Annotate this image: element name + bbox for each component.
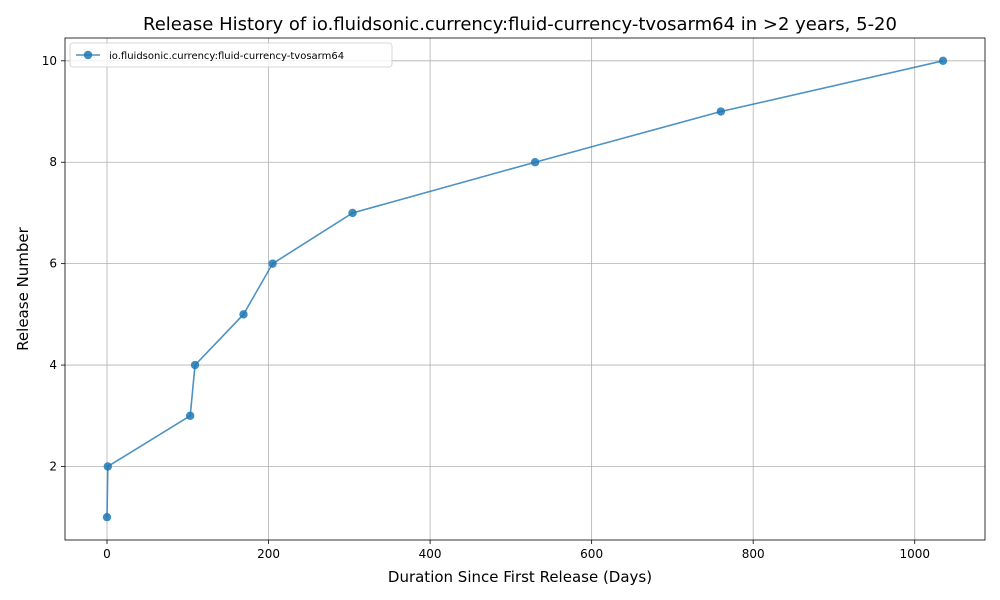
y-tick-label: 10 xyxy=(42,54,57,68)
x-tick-label: 1000 xyxy=(899,547,930,561)
legend-entry-label: io.fluidsonic.currency:fluid-currency-tv… xyxy=(109,51,344,62)
legend-marker-swatch xyxy=(83,50,93,60)
data-point xyxy=(530,158,540,167)
y-axis-label: Release Number xyxy=(14,226,32,350)
data-point xyxy=(239,310,248,319)
data-point xyxy=(348,208,357,218)
plot-frame xyxy=(64,37,986,541)
data-point xyxy=(190,360,200,370)
y-tick-label: 8 xyxy=(49,155,57,169)
legend-box xyxy=(69,42,393,68)
data-point xyxy=(103,462,113,471)
y-tick-label: 2 xyxy=(49,459,57,473)
x-tick-label: 200 xyxy=(257,547,280,561)
data-point xyxy=(268,259,277,268)
x-axis-label: Duration Since First Release (Days) xyxy=(388,568,652,586)
data-point xyxy=(102,512,112,522)
x-tick-label: 0 xyxy=(103,547,111,561)
series-line xyxy=(106,60,944,518)
data-point xyxy=(716,107,726,116)
x-tick-label: 600 xyxy=(580,547,603,561)
x-tick-label: 800 xyxy=(742,547,765,561)
legend: io.fluidsonic.currency:fluid-currency-tv… xyxy=(69,42,393,68)
x-tick-label: 400 xyxy=(419,547,442,561)
data-point xyxy=(938,56,948,66)
y-tick-label: 6 xyxy=(49,257,57,271)
y-tick-label: 4 xyxy=(49,358,57,372)
series-layer xyxy=(102,56,948,522)
axis-ticks: 0 200 400 600 800 1000 2 4 6 8 10 xyxy=(42,54,930,561)
chart-title: Release History of io.fluidsonic.currenc… xyxy=(143,14,897,35)
data-point xyxy=(185,411,195,420)
